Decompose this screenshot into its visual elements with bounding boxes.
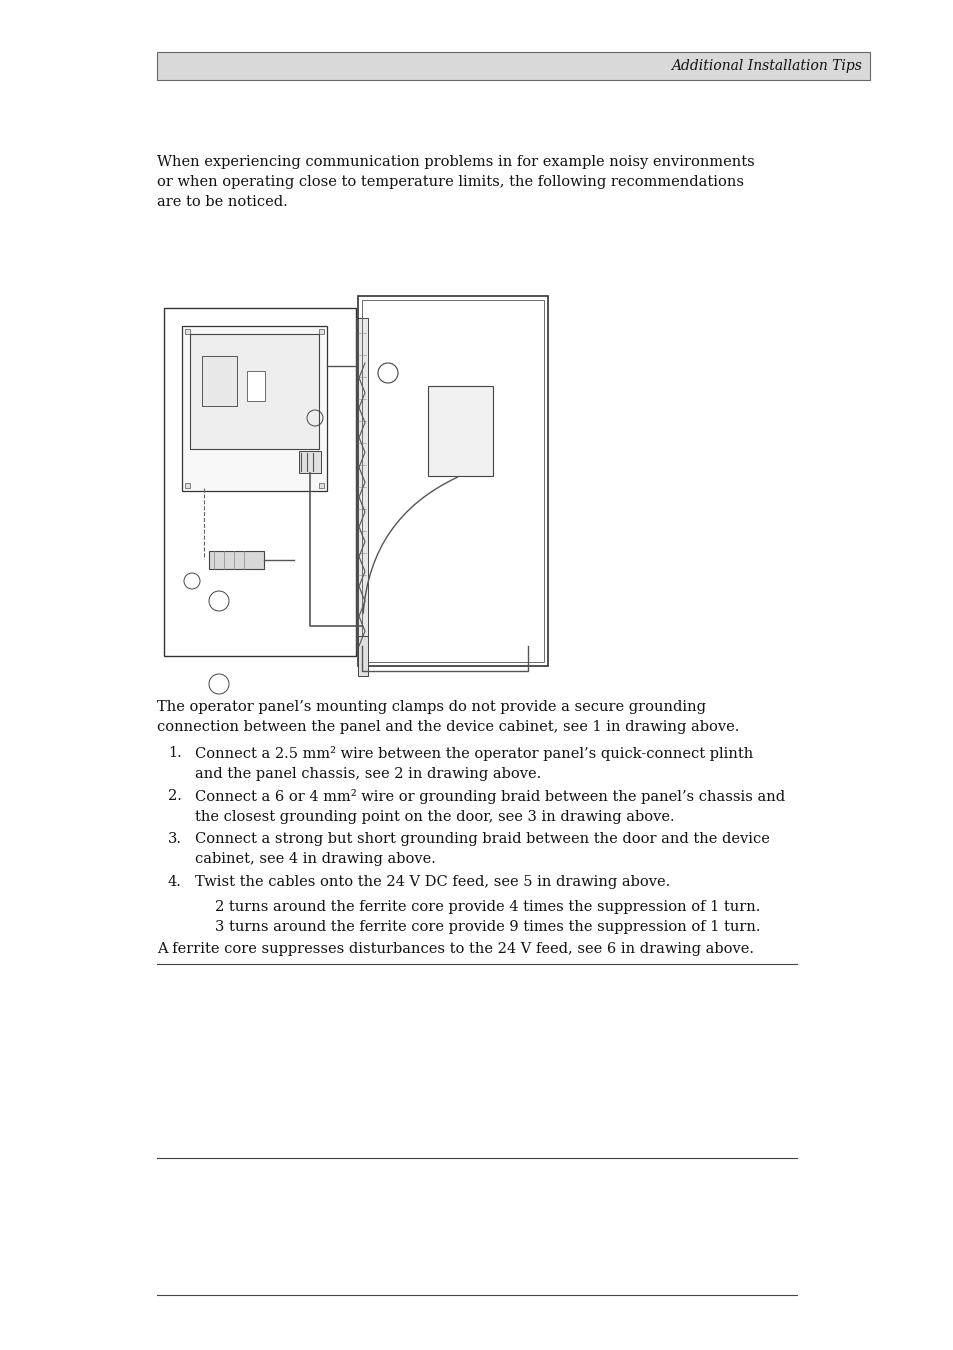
Text: 1.: 1.: [168, 747, 182, 760]
Text: Connect a strong but short grounding braid between the door and the device
cabin: Connect a strong but short grounding bra…: [194, 832, 769, 867]
Bar: [182, 325, 327, 491]
Bar: [298, 451, 320, 472]
Bar: [361, 300, 543, 662]
Text: Additional Installation Tips: Additional Installation Tips: [670, 59, 862, 73]
Bar: [357, 636, 368, 676]
Text: The operator panel’s mounting clamps do not provide a secure grounding
connectio: The operator panel’s mounting clamps do …: [157, 701, 739, 734]
Text: A ferrite core suppresses disturbances to the 24 V feed, see 6 in drawing above.: A ferrite core suppresses disturbances t…: [157, 941, 753, 956]
Bar: [357, 296, 547, 666]
Bar: [164, 308, 355, 656]
Text: 2 turns around the ferrite core provide 4 times the suppression of 1 turn.: 2 turns around the ferrite core provide …: [214, 900, 760, 914]
Text: 4.: 4.: [168, 875, 182, 890]
Bar: [318, 329, 324, 333]
Bar: [185, 483, 190, 487]
Text: 3.: 3.: [168, 832, 182, 846]
Text: 3 turns around the ferrite core provide 9 times the suppression of 1 turn.: 3 turns around the ferrite core provide …: [214, 919, 760, 934]
Bar: [428, 386, 493, 477]
Text: Connect a 6 or 4 mm² wire or grounding braid between the panel’s chassis and
the: Connect a 6 or 4 mm² wire or grounding b…: [194, 788, 784, 824]
Bar: [355, 319, 368, 651]
Bar: [247, 371, 265, 401]
Bar: [318, 483, 324, 487]
Bar: [190, 333, 318, 450]
Bar: [202, 356, 236, 406]
Text: When experiencing communication problems in for example noisy environments
or wh: When experiencing communication problems…: [157, 155, 754, 209]
Text: 2.: 2.: [168, 788, 182, 803]
Text: Twist the cables onto the 24 V DC feed, see 5 in drawing above.: Twist the cables onto the 24 V DC feed, …: [194, 875, 670, 890]
Bar: [157, 53, 869, 80]
Bar: [209, 551, 264, 568]
Text: Connect a 2.5 mm² wire between the operator panel’s quick-connect plinth
and the: Connect a 2.5 mm² wire between the opera…: [194, 747, 753, 782]
Bar: [185, 329, 190, 333]
